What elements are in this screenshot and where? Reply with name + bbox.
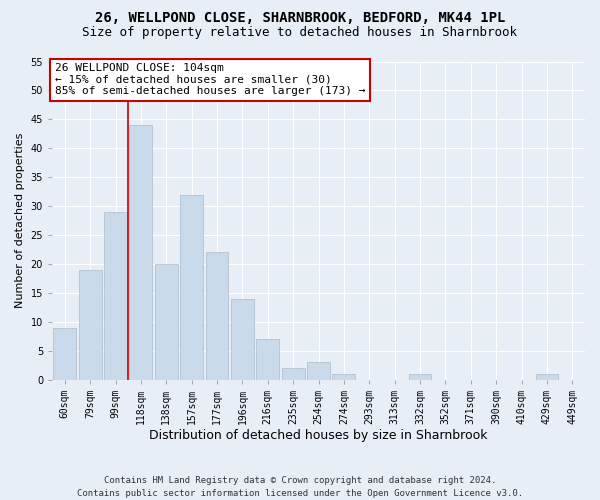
- Bar: [130, 125, 152, 380]
- Bar: [536, 374, 559, 380]
- Text: Contains HM Land Registry data © Crown copyright and database right 2024.
Contai: Contains HM Land Registry data © Crown c…: [77, 476, 523, 498]
- Bar: [180, 194, 203, 380]
- Bar: [332, 374, 355, 380]
- Bar: [409, 374, 431, 380]
- Bar: [104, 212, 127, 380]
- Text: Size of property relative to detached houses in Sharnbrook: Size of property relative to detached ho…: [83, 26, 517, 39]
- Text: 26, WELLPOND CLOSE, SHARNBROOK, BEDFORD, MK44 1PL: 26, WELLPOND CLOSE, SHARNBROOK, BEDFORD,…: [95, 11, 505, 25]
- Bar: [231, 298, 254, 380]
- Bar: [53, 328, 76, 380]
- Bar: [307, 362, 330, 380]
- Bar: [155, 264, 178, 380]
- Bar: [206, 252, 229, 380]
- Y-axis label: Number of detached properties: Number of detached properties: [15, 133, 25, 308]
- X-axis label: Distribution of detached houses by size in Sharnbrook: Distribution of detached houses by size …: [149, 430, 488, 442]
- Bar: [79, 270, 101, 380]
- Bar: [282, 368, 305, 380]
- Text: 26 WELLPOND CLOSE: 104sqm
← 15% of detached houses are smaller (30)
85% of semi-: 26 WELLPOND CLOSE: 104sqm ← 15% of detac…: [55, 63, 365, 96]
- Bar: [256, 339, 279, 380]
